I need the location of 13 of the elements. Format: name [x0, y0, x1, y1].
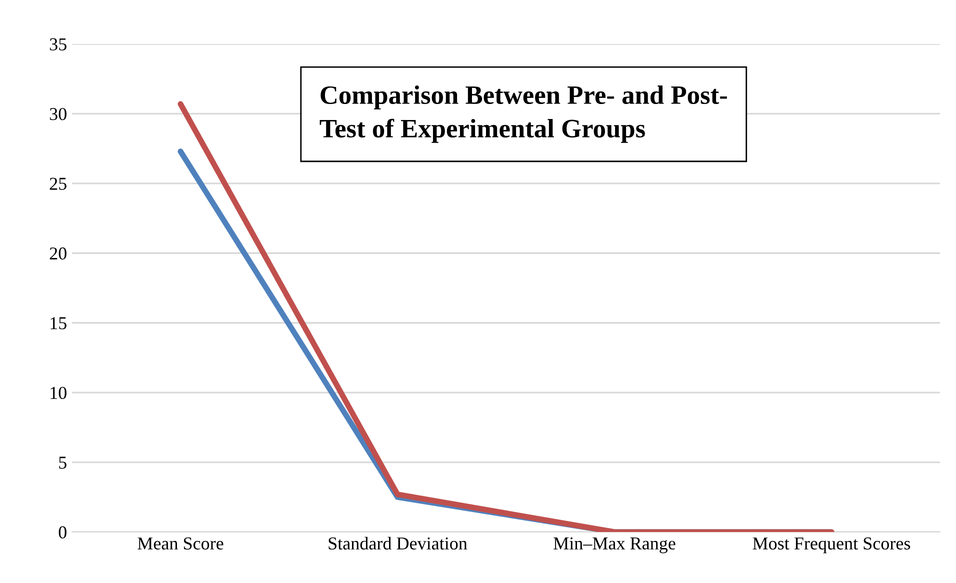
y-tick-label: 20	[50, 247, 66, 260]
x-tick-label: Most Frequent Scores	[752, 537, 910, 554]
x-tick-label: Min–Max Range	[554, 537, 676, 554]
y-tick-label: 30	[50, 108, 66, 120]
y-tick-label: 35	[50, 38, 66, 50]
y-tick-label: 0	[58, 526, 66, 538]
x-tick-label: Standard Deviation	[328, 536, 468, 550]
y-tick-label: 15	[50, 317, 66, 330]
x-tick-label: Mean Score	[138, 537, 224, 550]
text: Comparison Between Pre- and Post- Test of Experimental Groups	[320, 85, 727, 143]
y-tick-label: 5	[59, 456, 66, 469]
y-tick-label: 25	[50, 178, 66, 190]
y-tick-label: 10	[50, 386, 66, 400]
